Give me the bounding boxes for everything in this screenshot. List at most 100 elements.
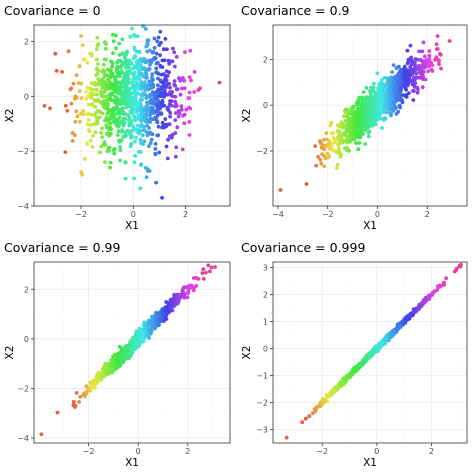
data-point: [138, 129, 143, 134]
panel-border: [33, 24, 231, 207]
data-point: [116, 97, 120, 102]
data-point: [144, 175, 149, 180]
data-point: [182, 121, 187, 126]
data-point: [143, 67, 148, 72]
data-point: [426, 64, 431, 69]
data-point: [391, 107, 395, 112]
data-point: [192, 70, 197, 74]
data-point: [65, 108, 70, 113]
data-point: [201, 267, 206, 272]
data-point: [118, 354, 122, 359]
data-point: [335, 163, 340, 167]
data-point: [314, 163, 318, 168]
data-point: [123, 71, 128, 76]
data-point: [121, 117, 126, 121]
data-point: [111, 148, 116, 153]
data-point: [95, 92, 99, 97]
data-point: [84, 96, 89, 101]
data-point: [149, 329, 154, 334]
data-point: [185, 285, 190, 289]
data-point: [117, 115, 122, 120]
data-point: [173, 131, 178, 135]
data-point: [171, 46, 175, 51]
data-point: [366, 104, 370, 108]
data-point: [121, 358, 126, 363]
data-point: [452, 269, 457, 274]
data-point: [162, 88, 167, 93]
data-point: [459, 262, 463, 267]
data-point: [340, 125, 345, 129]
data-point: [112, 356, 116, 360]
data-point: [426, 69, 431, 74]
data-point: [147, 169, 152, 173]
data-point: [414, 71, 419, 76]
data-point: [156, 76, 160, 81]
data-point: [366, 134, 371, 139]
data-point: [69, 101, 74, 106]
data-point: [160, 311, 165, 316]
data-point: [132, 33, 137, 37]
panel-title: Covariance = 0: [4, 3, 101, 18]
data-point: [115, 90, 120, 94]
data-point: [98, 99, 102, 104]
data-point: [343, 133, 348, 138]
data-point: [442, 280, 446, 285]
data-point: [110, 361, 114, 365]
data-point: [344, 119, 348, 123]
data-point: [120, 51, 125, 55]
data-point: [186, 291, 190, 296]
data-point: [337, 384, 342, 389]
data-point: [162, 79, 167, 83]
data-point: [395, 75, 400, 80]
data-point: [412, 66, 417, 71]
data-point: [152, 90, 157, 95]
data-point: [182, 86, 187, 91]
data-point: [194, 276, 199, 280]
data-point: [85, 60, 90, 65]
data-point: [338, 152, 342, 157]
data-point: [131, 124, 136, 129]
data-point: [428, 293, 433, 298]
data-point: [415, 85, 419, 90]
data-point: [77, 64, 82, 69]
panel-3: Covariance = 0.999 −2 0 2 −3 −2 −1 0 1 2 3 X1 X2: [241, 240, 468, 469]
data-point: [127, 61, 132, 66]
data-point: [402, 68, 407, 73]
data-point: [99, 131, 104, 135]
data-point: [106, 67, 110, 72]
data-point: [136, 335, 141, 339]
data-point: [375, 103, 380, 108]
data-point: [129, 136, 133, 140]
data-point: [159, 85, 164, 90]
data-point: [412, 89, 416, 93]
data-point: [134, 83, 139, 88]
data-point: [437, 62, 441, 67]
data-point: [105, 149, 110, 154]
data-point: [213, 265, 218, 269]
y-tick-label: −2: [256, 147, 268, 156]
data-point: [390, 70, 394, 74]
y-tick-label: −2: [17, 384, 29, 393]
data-point: [164, 144, 169, 149]
x-axis-title: X1: [125, 220, 139, 232]
data-point: [167, 59, 172, 64]
data-point: [111, 83, 115, 87]
data-point: [135, 92, 140, 96]
data-point: [89, 96, 94, 100]
data-point: [423, 77, 428, 82]
data-point: [138, 186, 143, 191]
data-point: [142, 85, 147, 90]
data-point: [115, 60, 119, 65]
data-point: [172, 79, 177, 83]
data-point: [81, 112, 86, 116]
data-point: [369, 89, 374, 94]
data-point: [136, 105, 141, 109]
data-point: [108, 81, 113, 85]
data-point: [140, 93, 145, 98]
y-tick-label: 3: [263, 263, 268, 272]
data-point: [435, 47, 440, 51]
data-point: [129, 341, 133, 346]
data-point: [399, 86, 404, 90]
x-tick-label: −2: [316, 447, 328, 456]
data-point: [71, 400, 76, 404]
